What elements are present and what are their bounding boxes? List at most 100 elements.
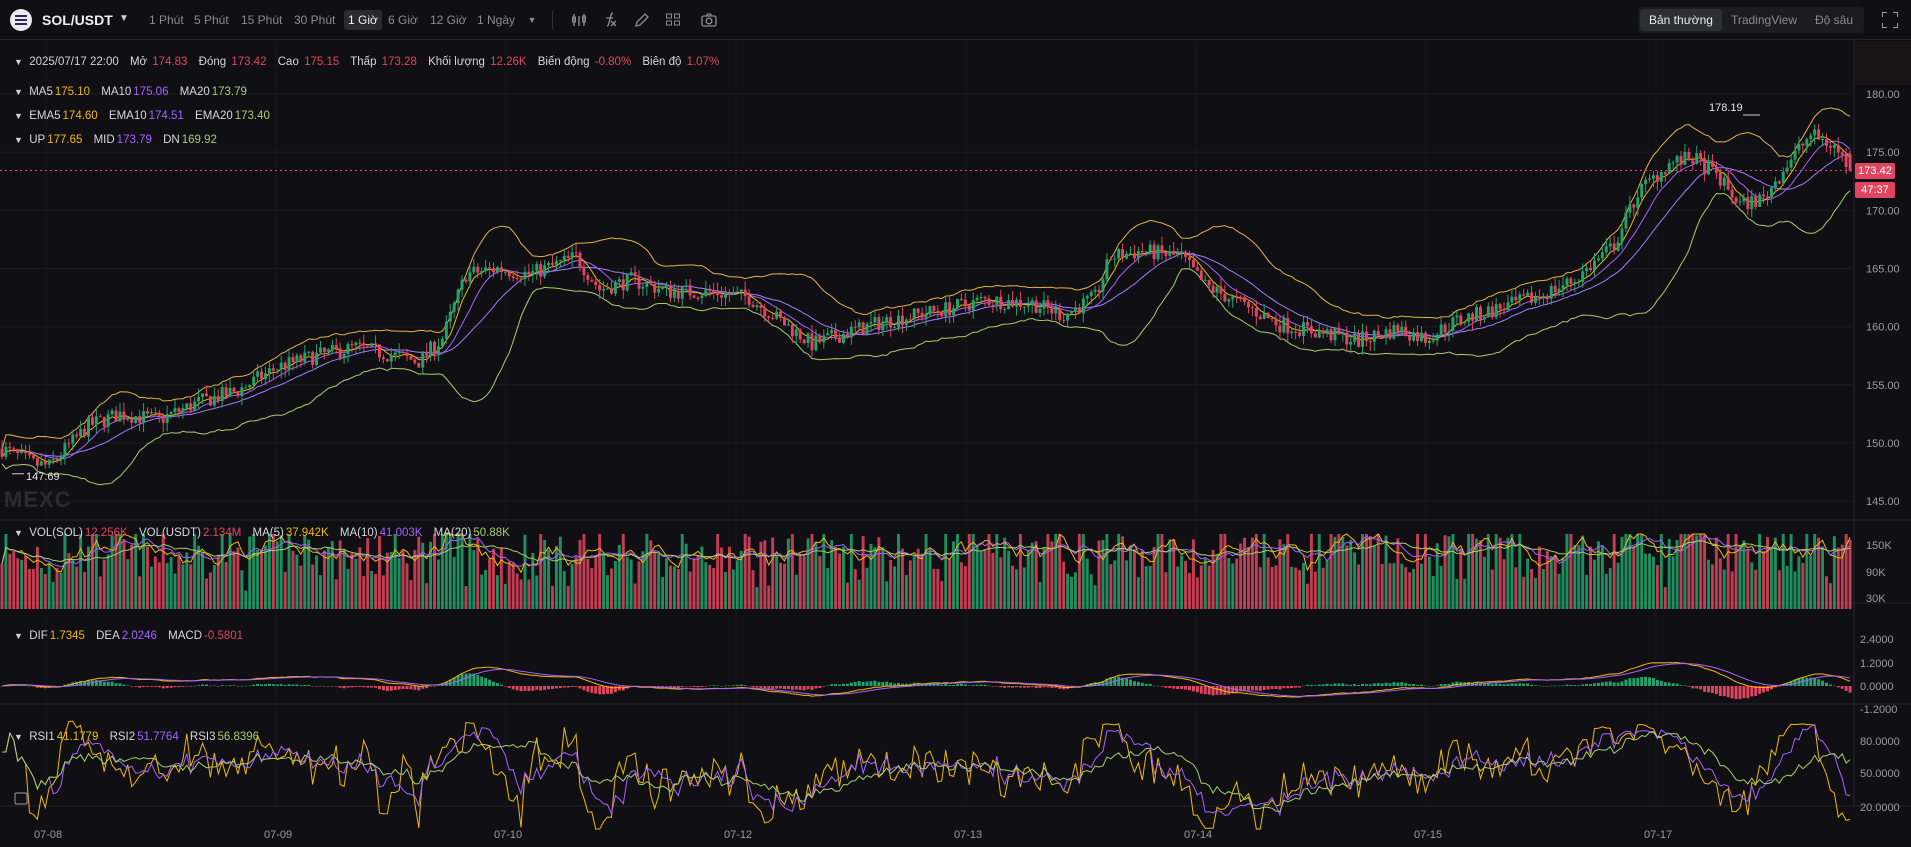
interval-1m[interactable]: 1 Phút [149, 13, 184, 27]
collapse-chevron-icon[interactable]: ▼ [14, 732, 23, 742]
volume-bar [594, 554, 598, 609]
interval-1h[interactable]: 1 Giờ [344, 10, 382, 30]
volume-bar [1545, 551, 1549, 609]
volume-bar [1030, 542, 1034, 609]
interval-dropdown-icon[interactable]: ▼ [527, 15, 537, 25]
volume-bar [216, 555, 220, 609]
macd-histogram-bar [252, 684, 256, 686]
candle-body [421, 351, 425, 368]
volume-bar [574, 556, 578, 609]
volume-bar [1286, 534, 1290, 609]
macd-histogram-bar [1376, 683, 1380, 686]
candle-body [822, 335, 826, 343]
macd-histogram-bar [130, 686, 134, 687]
macd-histogram-bar [1372, 683, 1376, 686]
volume-bar [1125, 560, 1129, 609]
macd-histogram-bar [1435, 685, 1439, 686]
macd-histogram-bar [319, 685, 322, 687]
layout-icon[interactable] [664, 11, 682, 29]
interval-15m[interactable]: 15 Phút [241, 13, 283, 27]
candle-body [1789, 159, 1793, 168]
macd-histogram-bar [1675, 683, 1679, 686]
fx-icon[interactable] [601, 11, 619, 29]
candle-body [952, 308, 956, 316]
volume-bar [1478, 540, 1482, 609]
macd-histogram-bar [279, 684, 283, 686]
macd-histogram-bar [1490, 683, 1494, 686]
indicator-icon[interactable] [570, 11, 588, 29]
candle-body [543, 265, 547, 277]
view-tradingview[interactable]: TradingView [1730, 13, 1797, 27]
candle-body [1844, 155, 1848, 168]
collapse-chevron-icon[interactable]: ▼ [14, 87, 23, 97]
volume-bar [1423, 534, 1427, 609]
collapse-chevron-icon[interactable]: ▼ [14, 111, 23, 121]
price-chart[interactable]: 180.00 175.00 170.00 165.00 160.00 155.00 150.… [0, 41, 1911, 847]
rsi-axis-label: 80.0000 [1860, 736, 1900, 748]
macd-histogram-bar [551, 686, 554, 689]
view-depth[interactable]: Độ sâu [1815, 13, 1854, 27]
interval-12h[interactable]: 12 Giờ [430, 13, 467, 27]
macd-histogram-bar [260, 684, 263, 686]
volume-bar [1797, 556, 1801, 609]
pencil-icon[interactable] [633, 11, 651, 29]
candle-body [1738, 201, 1742, 203]
volume-bar [1026, 550, 1030, 609]
caret-down-icon[interactable]: ▼ [119, 13, 129, 24]
interval-1d[interactable]: 1 Ngày [477, 13, 516, 27]
macd-histogram-bar [1734, 686, 1738, 700]
candle-body [1136, 251, 1140, 259]
candle-body [1636, 197, 1640, 208]
candle-body [578, 252, 582, 268]
candle-body [1270, 318, 1274, 320]
interval-6h[interactable]: 6 Giờ [388, 13, 418, 27]
macd-histogram-bar [1585, 683, 1589, 686]
interval-30m[interactable]: 30 Phút [294, 13, 336, 27]
candle-body [370, 343, 374, 347]
macd-histogram-bar [1117, 676, 1121, 686]
volume-bar [948, 558, 952, 609]
macd-histogram-bar [1030, 686, 1034, 688]
symbol-selector[interactable]: SOL/USDT [42, 12, 113, 28]
candle-body [452, 303, 456, 312]
volume-bar [1215, 554, 1219, 609]
candle-body [1050, 307, 1054, 314]
macd-histogram-bar [134, 686, 138, 687]
candle-body [1785, 167, 1789, 172]
view-standard[interactable]: Bản thường [1640, 9, 1722, 31]
rsi-axis-label: 20.0000 [1860, 802, 1900, 814]
collapse-chevron-icon[interactable]: ▼ [14, 57, 23, 67]
volume-bar [181, 564, 185, 609]
candle-body [212, 395, 216, 406]
amplitude-value: 1.07% [686, 56, 720, 68]
rsi-axis-label: 50.0000 [1860, 768, 1900, 780]
collapse-chevron-icon[interactable]: ▼ [14, 631, 23, 641]
macd-histogram-bar [1762, 686, 1766, 693]
candle-body [460, 279, 464, 290]
volume-bar [1144, 566, 1148, 609]
volume-bar [1600, 545, 1604, 609]
date-axis-label: 07-14 [1184, 829, 1212, 841]
candle-body [106, 414, 110, 427]
volume-bar [1821, 546, 1825, 609]
interval-5m[interactable]: 5 Phút [194, 13, 229, 27]
macd-histogram-bar [755, 686, 759, 688]
macd-histogram-bar [1140, 682, 1144, 686]
fullscreen-icon[interactable] [1882, 12, 1898, 28]
candle-body [1380, 335, 1384, 339]
macd-axis-label: 0.0000 [1860, 681, 1894, 693]
candle-body [1522, 294, 1526, 296]
volume-bar [480, 574, 484, 609]
calendar-icon[interactable] [14, 792, 28, 805]
macd-histogram-bar [668, 686, 672, 688]
candle-body [1400, 326, 1404, 334]
macd-histogram-bar [523, 686, 527, 691]
candle-body [1581, 271, 1585, 282]
camera-icon[interactable] [700, 11, 718, 29]
collapse-chevron-icon[interactable]: ▼ [14, 528, 23, 538]
volume-bar [315, 555, 319, 609]
volume-bar [1172, 538, 1176, 609]
collapse-chevron-icon[interactable]: ▼ [14, 135, 23, 145]
date-axis-label: 07-15 [1414, 829, 1442, 841]
macd-histogram-bar [295, 684, 299, 686]
